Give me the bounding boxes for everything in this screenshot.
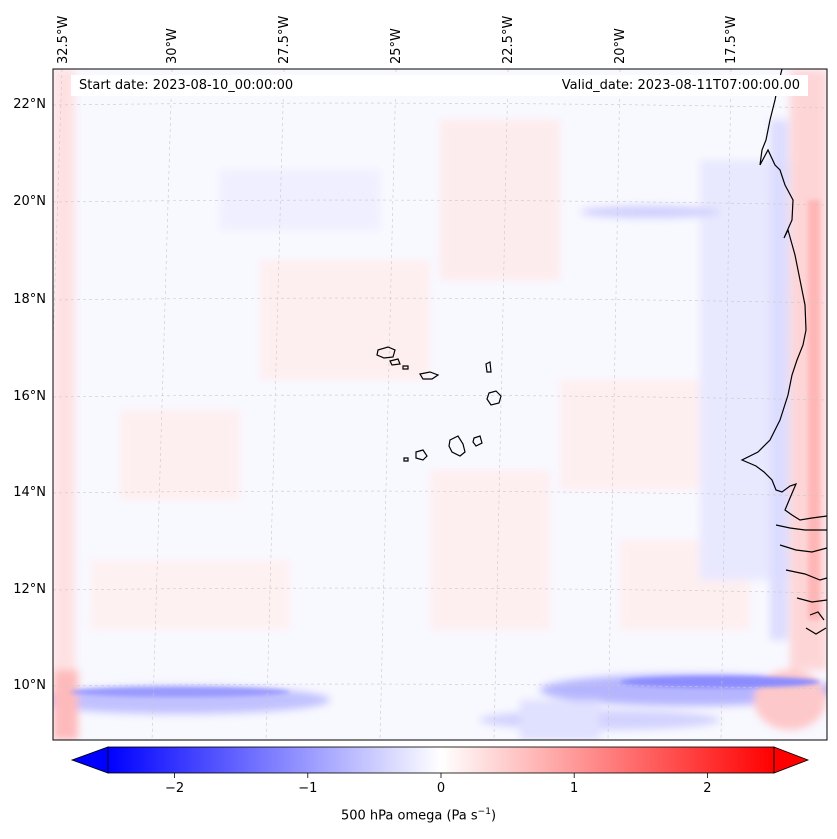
colorbar-label-text: 500 hPa omega (Pa s <box>340 808 478 824</box>
colorbar-min-arrow <box>70 746 109 774</box>
longitude-label: 22.5°W <box>501 15 516 64</box>
latitude-label: 12°N <box>13 582 46 597</box>
omega-field <box>53 69 827 740</box>
latitude-label: 20°N <box>13 194 46 209</box>
start-date-box <box>71 75 808 96</box>
colorbar-label-exponent: −1 <box>477 807 491 817</box>
longitude-label: 25°W <box>389 28 404 64</box>
colorbar-label: 500 hPa omega (Pa s−1) <box>0 807 837 823</box>
longitude-label: 32.5°W <box>56 15 71 64</box>
colorbar-bar <box>108 747 774 773</box>
longitude-label: 20°W <box>613 28 628 64</box>
latitude-label: 16°N <box>13 389 46 404</box>
longitude-label: 30°W <box>165 28 180 64</box>
colorbar-tick-label: −1 <box>298 781 318 796</box>
colorbar-tick-label: 2 <box>703 781 712 796</box>
start-date-label: Start date: 2023-08-10_00:00:00 <box>79 78 294 93</box>
longitude-label: 27.5°W <box>277 15 292 64</box>
longitude-label: 17.5°W <box>724 15 739 64</box>
colorbar <box>70 746 810 778</box>
cape-verde-islands <box>376 346 502 462</box>
colorbar-tick-label: 1 <box>570 781 579 796</box>
graticule <box>53 69 827 740</box>
coastline <box>740 69 827 635</box>
latitude-label: 18°N <box>13 292 46 307</box>
latitude-label: 10°N <box>13 678 46 693</box>
colorbar-label-suffix: ) <box>490 808 497 824</box>
colorbar-tick-label: −2 <box>165 781 185 796</box>
valid-date-label: Valid_date: 2023-08-11T07:00:00.00 <box>561 78 800 93</box>
latitude-label: 14°N <box>13 485 46 500</box>
colorbar-max-arrow <box>773 746 810 774</box>
colorbar-tick-label: 0 <box>436 781 446 796</box>
map-frame <box>52 68 828 741</box>
latitude-label: 22°N <box>13 97 46 112</box>
